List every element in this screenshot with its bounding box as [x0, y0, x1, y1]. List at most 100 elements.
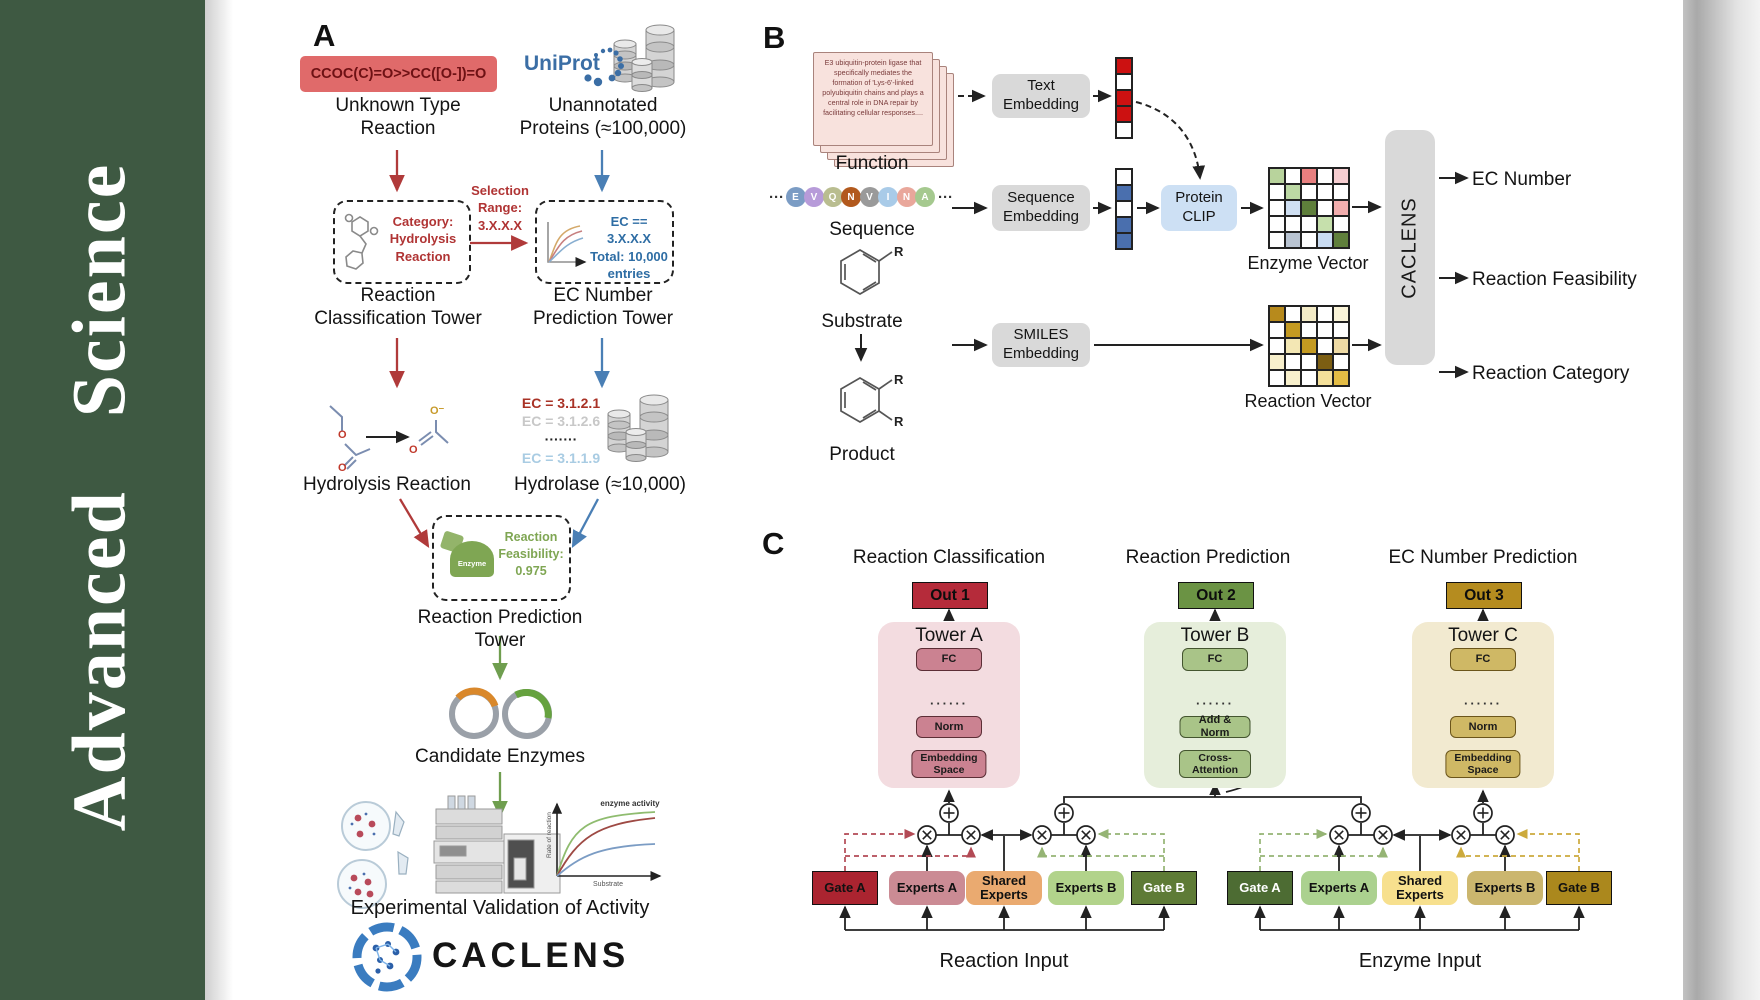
amino-acid-circle: V [859, 187, 880, 207]
caclens-logo-icon [352, 922, 422, 992]
vector-cell [1301, 216, 1317, 232]
vector-cell [1333, 370, 1349, 386]
r-group-label: R [894, 244, 904, 259]
text-embedding-box: Text Embedding [992, 74, 1090, 118]
candidate-enzymes-label: Candidate Enzymes [414, 746, 586, 767]
vector-cell [1116, 233, 1132, 249]
vector-cell [1333, 322, 1349, 338]
category-text: Category: Hydrolysis Reaction [389, 214, 457, 264]
vector-cell [1116, 90, 1132, 106]
output-ec-number: EC Number [1472, 169, 1572, 190]
vector-cell [1333, 338, 1349, 354]
out-3-box: Out 3 [1446, 582, 1522, 609]
embedding-space-layer: Embedding Space [911, 750, 987, 778]
vector-cell [1333, 216, 1349, 232]
svg-text:Rate of reaction: Rate of reaction [546, 812, 553, 858]
shared-experts-left: Shared Experts [966, 871, 1042, 905]
vector-cell [1116, 185, 1132, 201]
column-title-reaction-prediction: Reaction Prediction [1125, 547, 1291, 568]
enzyme-vector-label: Enzyme Vector [1247, 253, 1369, 273]
vector-cell [1317, 200, 1333, 216]
vector-cell [1317, 232, 1333, 248]
reaction-prediction-tower-label: Reaction Prediction Tower [417, 607, 583, 652]
r-group-label: R [894, 414, 904, 429]
vector-cell [1317, 354, 1333, 370]
panel-c-label: C [762, 526, 785, 561]
ec-item: EC = 3.1.2.6 [521, 413, 601, 430]
reaction-vector-matrix [1268, 305, 1350, 387]
amino-acid-circle: V [804, 187, 824, 207]
vector-cell [1269, 216, 1285, 232]
reaction-vector-label: Reaction Vector [1244, 391, 1372, 411]
uniprot-logo: UniProt [524, 52, 600, 75]
vector-cell [1285, 370, 1301, 386]
hydrolase-label: Hydrolase (≈10,000) [513, 474, 686, 495]
vector-cell [1301, 232, 1317, 248]
norm-layer: Norm [916, 716, 982, 738]
reaction-input-label: Reaction Input [939, 950, 1069, 972]
vector-cell [1317, 184, 1333, 200]
substrate-label: Substrate [821, 311, 903, 332]
tower-b-title: Tower B [1180, 625, 1250, 646]
vector-cell [1285, 306, 1301, 322]
selection-range-label: Selection Range: 3.X.X.X [471, 183, 529, 233]
norm-layer: Norm [1450, 716, 1516, 738]
caclens-model-block: CACLENS [1385, 130, 1435, 365]
vector-cell [1333, 168, 1349, 184]
vector-cell [1269, 184, 1285, 200]
amino-acid-circle: N [896, 187, 917, 207]
unannotated-proteins-label: Unannotated Proteins (≈100,000) [519, 95, 687, 140]
product-molecule-icon [840, 377, 893, 423]
smiles-reaction-box: CCOC(C)=O>>CC([O-])=O [300, 56, 497, 92]
layer-ellipsis: ······ [1196, 696, 1234, 711]
enzyme-vector-matrix [1268, 167, 1350, 249]
sequence-label: Sequence [829, 219, 915, 240]
tower-a-title: Tower A [915, 625, 983, 646]
experts-b-left: Experts B [1048, 871, 1124, 905]
enzyme-input-label: Enzyme Input [1358, 950, 1482, 972]
vector-cell [1285, 200, 1301, 216]
enzyme-icon: Enzyme [439, 530, 496, 577]
vector-cell [1116, 58, 1132, 74]
vector-cell [1317, 306, 1333, 322]
column-title-ec-number-prediction: EC Number Prediction [1388, 547, 1578, 568]
vector-cell [1285, 232, 1301, 248]
oxygen-atom: O [338, 462, 347, 474]
amino-acid-circle: I [878, 187, 898, 207]
gate-b-right: Gate B [1546, 871, 1612, 905]
ester-molecule-icon [329, 405, 371, 470]
out-2-box: Out 2 [1178, 582, 1254, 609]
fc-layer: FC [1182, 648, 1248, 671]
hplc-instrument-illustration [433, 795, 561, 894]
r-group-label: R [894, 372, 904, 387]
vector-cell [1116, 122, 1132, 138]
vector-cell [1116, 201, 1132, 217]
layer-ellipsis: ······ [1464, 696, 1502, 711]
enzyme-badge: Enzyme [457, 559, 487, 568]
tower-a: Tower A FC ······ Norm Embedding Space [878, 622, 1020, 788]
output-reaction-feasibility: Reaction Feasibility [1472, 269, 1637, 290]
vector-cell [1285, 338, 1301, 354]
panel-b-label: B [763, 20, 786, 55]
vector-cell [1269, 338, 1285, 354]
petri-dish-illustration [337, 801, 409, 909]
enzyme-activity-graph: enzyme activity Rate of reaction Substra… [546, 799, 662, 888]
vector-cell [1333, 232, 1349, 248]
sequence-embedding-box: Sequence Embedding [992, 185, 1090, 231]
journal-title: Advanced Science [57, 162, 142, 832]
amino-acid-circle: E [785, 187, 806, 207]
amino-acid-circle: A [915, 187, 935, 207]
vector-cell [1317, 322, 1333, 338]
cross-attention-layer: Cross- Attention [1179, 750, 1251, 778]
vector-cell [1269, 200, 1285, 216]
vector-cell [1301, 184, 1317, 200]
out-1-box: Out 1 [912, 582, 988, 609]
vector-cell [1301, 322, 1317, 338]
vector-cell [1285, 216, 1301, 232]
vector-cell [1116, 74, 1132, 90]
caclens-wordmark: CACLENS [432, 936, 630, 975]
vector-cell [1269, 306, 1285, 322]
experts-a-right: Experts A [1301, 871, 1377, 905]
vector-cell [1317, 370, 1333, 386]
